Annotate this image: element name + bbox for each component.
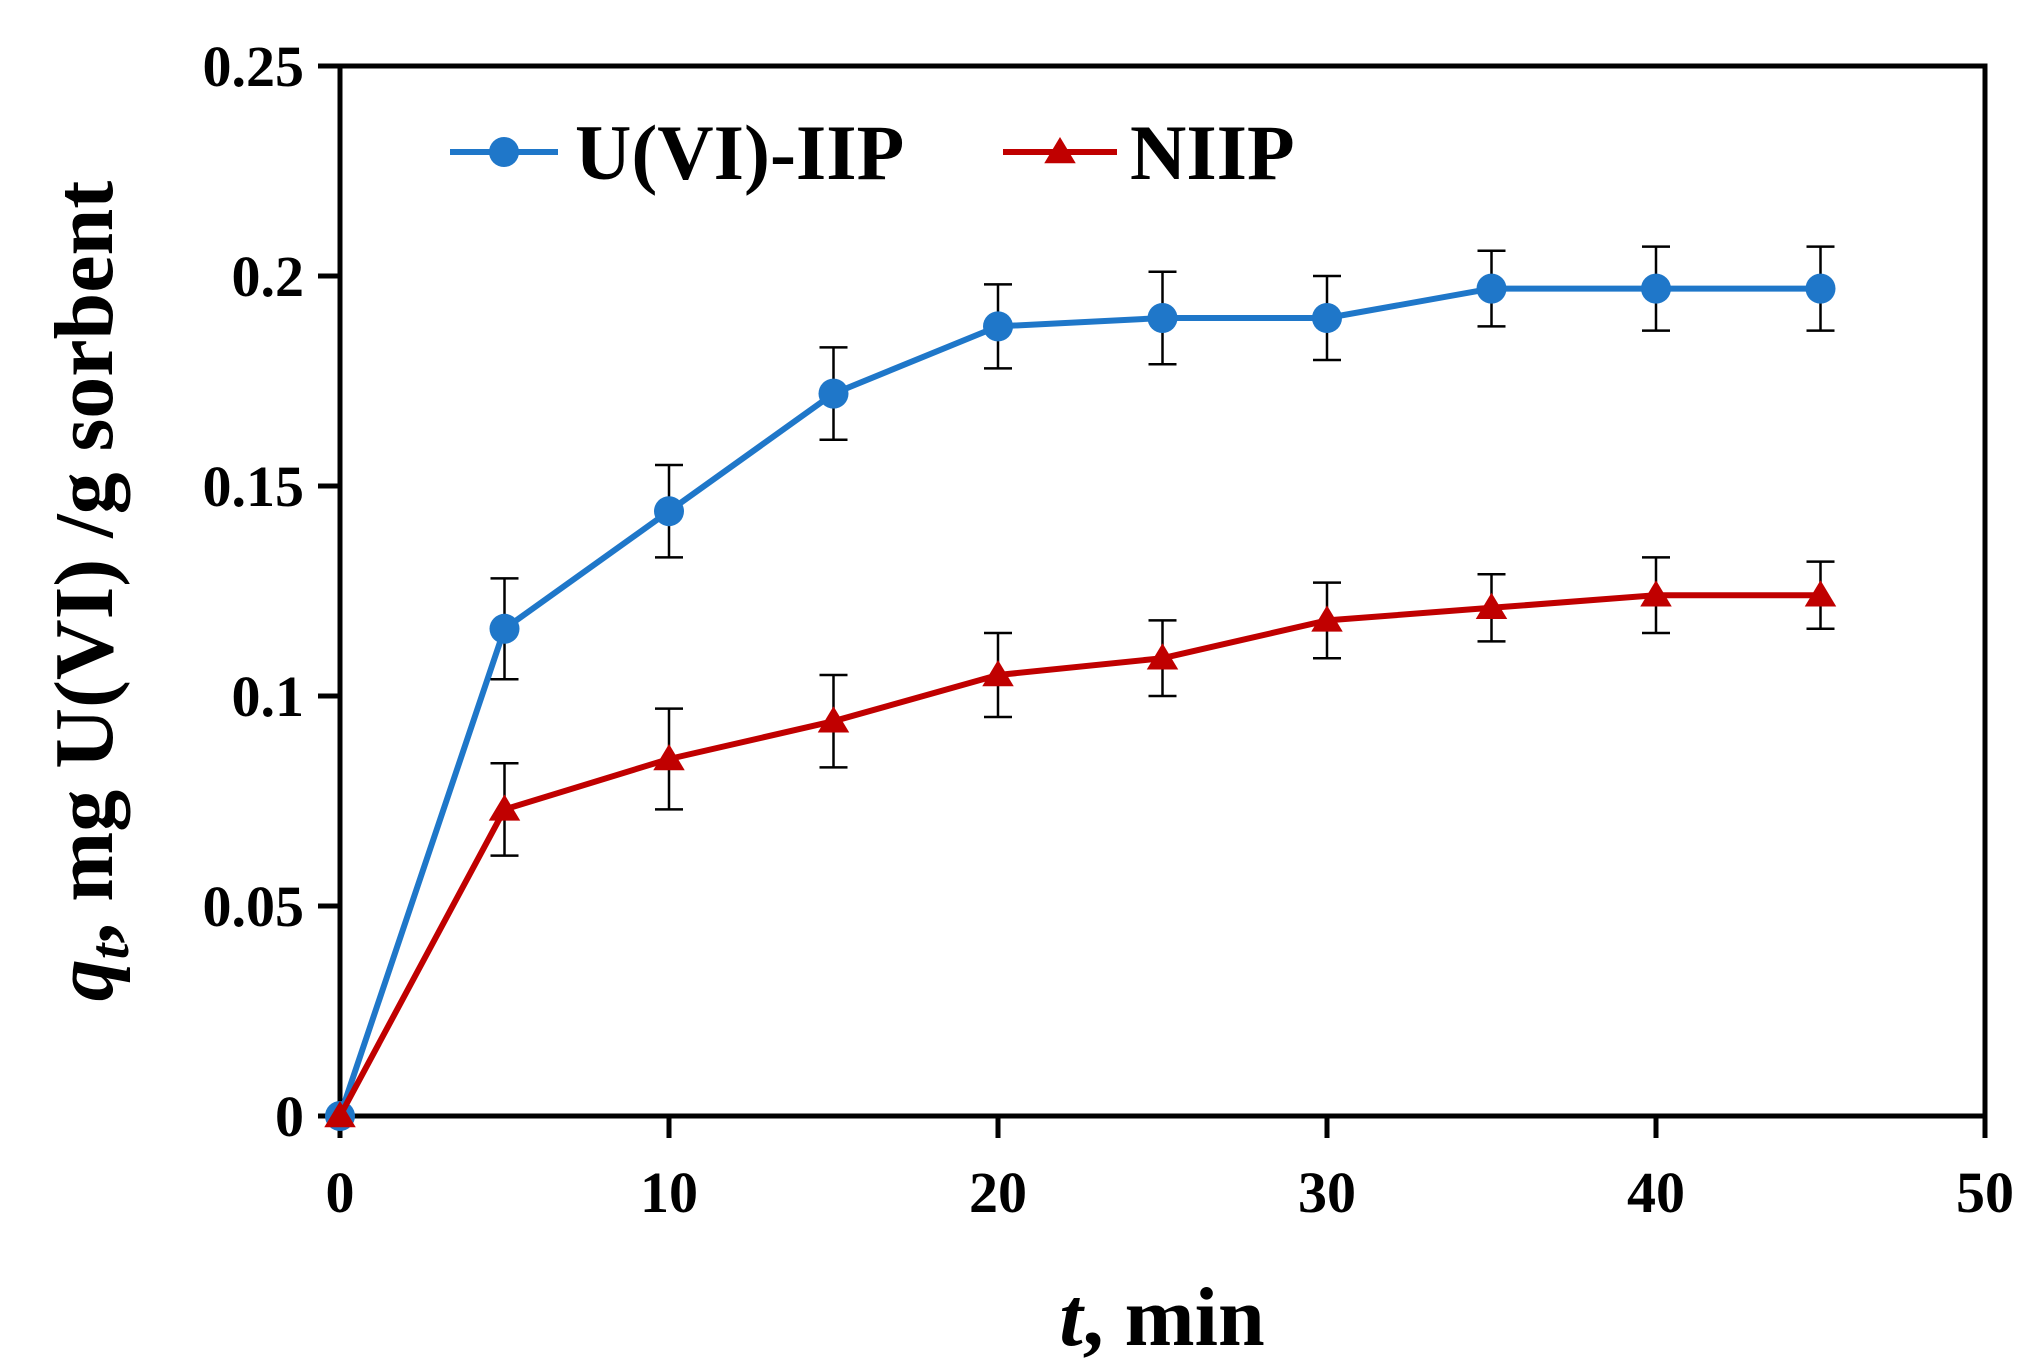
y-tick-label: 0.25 [203, 34, 305, 99]
series-line [337, 592, 1821, 1118]
data-point [817, 706, 850, 733]
data-point [1641, 273, 1671, 304]
y-tick-label: 0.15 [203, 454, 305, 519]
y-tick-label: 0.05 [203, 874, 305, 939]
series-uvi-iip [325, 245, 1836, 1131]
data-point [1805, 273, 1836, 304]
data-point [1476, 273, 1507, 304]
y-tick-label: 0.1 [232, 664, 305, 729]
data-point [654, 496, 684, 527]
series-niip [324, 556, 1837, 1128]
legend-label: NIIP [1130, 109, 1295, 196]
series-line [337, 285, 1821, 1117]
x-tick-label: 50 [1956, 1160, 2014, 1225]
legend-marker [1044, 137, 1076, 164]
data-point [1640, 580, 1672, 607]
legend-label: U(VI)-IIP [575, 109, 904, 196]
data-point [488, 794, 521, 821]
data-point [1147, 303, 1178, 333]
data-point [983, 311, 1013, 342]
data-point [1312, 303, 1342, 333]
data-point [1475, 592, 1508, 620]
x-tick-label: 10 [640, 1160, 698, 1225]
x-tick-label: 20 [969, 1160, 1027, 1225]
legend-marker [489, 137, 519, 167]
data-point [1146, 643, 1179, 670]
data-point [324, 1101, 356, 1128]
data-point [818, 378, 849, 409]
x-tick-label: 0 [326, 1160, 355, 1225]
data-point [1311, 605, 1343, 632]
legend-item: U(VI)-IIP [450, 109, 904, 196]
x-axis-title: t, min [1059, 1271, 1264, 1364]
data-point [1804, 580, 1837, 607]
x-tick-label: 40 [1627, 1160, 1685, 1225]
y-tick-label: 0.2 [232, 244, 305, 309]
legend-item: NIIP [1003, 109, 1295, 196]
plot-frame [337, 63, 1988, 1119]
data-point [489, 613, 520, 644]
y-axis-title: qt, mg U(VI) /g sorbent [38, 181, 141, 1002]
data-point [982, 660, 1014, 687]
y-tick-label: 0 [275, 1084, 304, 1149]
x-tick-label: 30 [1298, 1160, 1356, 1225]
data-point [653, 744, 685, 771]
